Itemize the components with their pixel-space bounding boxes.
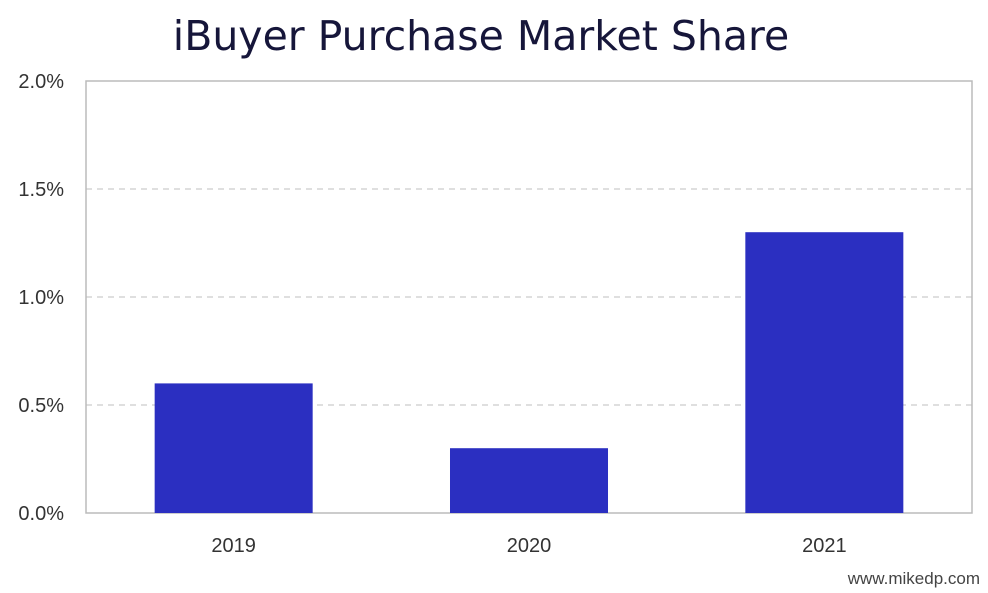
y-tick-label: 0.5% <box>18 395 64 417</box>
y-axis-ticks: 0.0% 0.5% 1.0% 1.5% 2.0% <box>18 71 64 525</box>
y-tick-label: 1.5% <box>18 179 64 201</box>
x-tick-label: 2019 <box>211 535 256 557</box>
y-tick-label: 2.0% <box>18 71 64 93</box>
x-tick-label: 2020 <box>507 535 552 557</box>
bar-2021 <box>745 232 904 513</box>
bars <box>154 232 904 513</box>
chart-title: iBuyer Purchase Market Share <box>173 12 789 60</box>
bar-2020 <box>449 448 609 513</box>
bar-2019 <box>154 383 313 513</box>
x-axis-ticks: 2019 2020 2021 <box>211 535 846 557</box>
x-tick-label: 2021 <box>802 535 847 557</box>
credit-text: www.mikedp.com <box>847 569 980 588</box>
y-tick-label: 0.0% <box>18 503 64 525</box>
y-tick-label: 1.0% <box>18 287 64 309</box>
